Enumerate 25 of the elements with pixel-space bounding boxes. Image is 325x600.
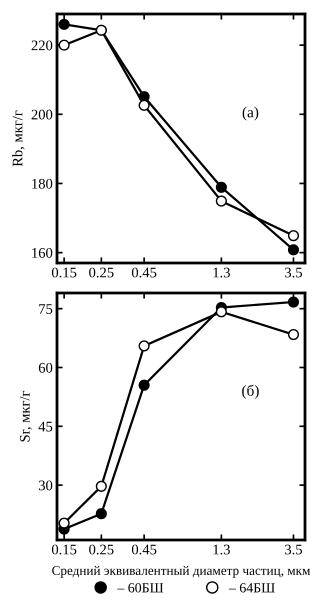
x-tick-label: 0.15	[52, 268, 76, 278]
y-tick-label: 200	[32, 110, 52, 120]
legend-label: – 60БШ	[117, 583, 164, 592]
y-axis-title: Sr, мкг/г	[20, 390, 32, 442]
x-tick-label: 0.25	[89, 268, 114, 278]
y-tick-label: 220	[32, 40, 52, 50]
annotation: (б)	[242, 384, 259, 399]
x-tick-label: 3.5	[285, 268, 302, 278]
legend-label: – 64БШ	[228, 583, 275, 592]
annotation: (a)	[242, 106, 258, 121]
x-tick-label: 3.5	[285, 544, 302, 554]
x-tick-label: 0.25	[89, 544, 114, 554]
y-tick-label: 180	[32, 178, 52, 189]
x-axis-title: Средний эквивалентный диаметр частиц, мкм	[52, 566, 310, 578]
y-tick-label: 45	[38, 422, 52, 432]
y-tick-label: 160	[32, 248, 52, 258]
x-tick-label: 0.15	[52, 544, 76, 554]
y-axis-title: Rb, мкг/г	[12, 110, 25, 166]
x-tick-label: 1.3	[214, 268, 230, 278]
x-tick-label: 0.45	[132, 268, 156, 278]
y-tick-label: 75	[39, 304, 52, 314]
x-tick-label: 0.45	[132, 544, 156, 554]
x-tick-label: 1.3	[214, 544, 230, 554]
y-tick-label: 60	[38, 362, 52, 373]
y-tick-label: 30	[38, 480, 52, 490]
